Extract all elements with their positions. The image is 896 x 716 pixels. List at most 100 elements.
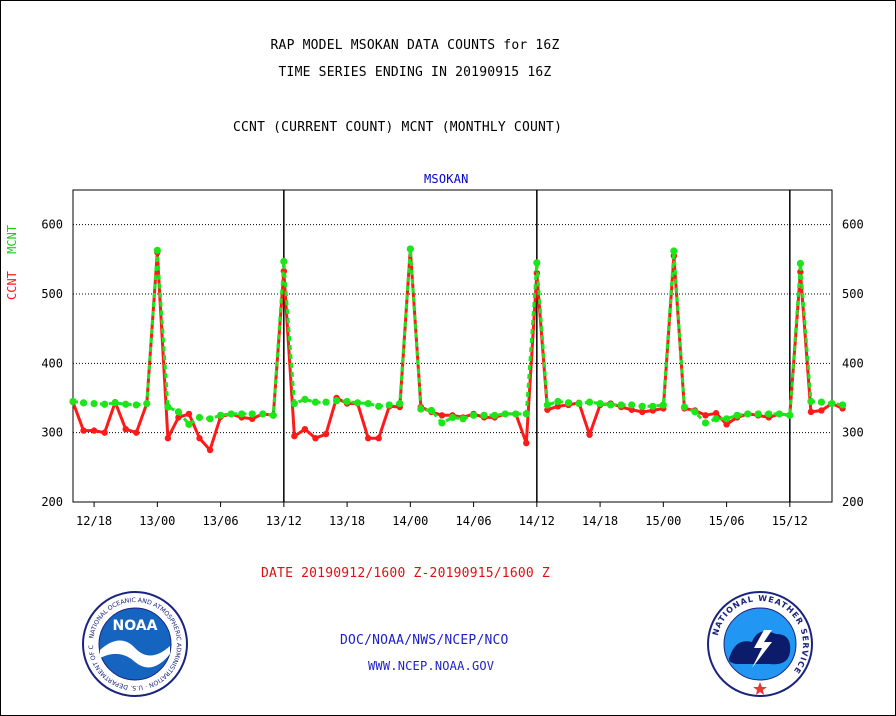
x-tick-label: 12/18 (76, 514, 112, 528)
mcnt-data-point (111, 399, 119, 407)
ccnt-data-point (249, 415, 256, 422)
mcnt-data-point (164, 403, 172, 411)
mcnt-data-point (354, 399, 362, 407)
mcnt-data-point (417, 405, 425, 413)
mcnt-data-point (79, 399, 88, 407)
mcnt-data-point (195, 413, 204, 422)
mcnt-data-point (512, 410, 520, 418)
mcnt-data-point (680, 403, 689, 411)
y-tick-label-right: 500 (842, 287, 864, 301)
y-tick-label-left: 500 (41, 287, 63, 301)
station-label: MSOKAN (424, 172, 469, 186)
ccnt-data-point (312, 435, 319, 442)
ccnt-data-point (364, 435, 372, 442)
mcnt-data-point (459, 415, 467, 423)
mcnt-data-point (406, 245, 414, 253)
ccnt-data-point (586, 431, 593, 438)
y-tick-label-left: 300 (41, 426, 63, 440)
mcnt-data-point (659, 401, 667, 409)
y-tick-label-right: 200 (842, 495, 864, 509)
mcnt-data-point (596, 399, 604, 408)
x-tick-label: 14/12 (519, 514, 555, 528)
y-tick-label-left: 600 (41, 218, 63, 232)
mcnt-data-point (480, 411, 488, 419)
x-tick-label: 15/00 (645, 514, 681, 528)
x-tick-label: 15/06 (709, 514, 745, 528)
mcnt-data-point (817, 398, 826, 406)
nws-logo: NATIONAL WEATHER SERVICE (707, 591, 813, 697)
mcnt-data-point (754, 410, 762, 418)
mcnt-data-point (607, 401, 615, 409)
ccnt-data-point (544, 406, 551, 413)
mcnt-data-point (670, 247, 678, 255)
mcnt-data-point (501, 410, 509, 418)
mcnt-data-point (775, 410, 783, 418)
mcnt-data-point (280, 257, 288, 266)
ccnt-data-point (818, 407, 825, 414)
mcnt-data-point (385, 401, 393, 409)
mcnt-data-point (132, 401, 140, 409)
series-description: CCNT (CURRENT COUNT) MCNT (MONTHLY COUNT… (233, 120, 563, 135)
mcnt-data-point (153, 246, 161, 254)
ccnt-data-point (438, 412, 446, 419)
mcnt-data-point (375, 402, 383, 410)
ccnt-data-point (375, 435, 382, 442)
x-tick-label: 13/00 (139, 514, 175, 528)
x-tick-label: 13/12 (266, 514, 302, 528)
mcnt-data-point (185, 420, 193, 428)
mcnt-data-point (838, 401, 847, 409)
ccnt-data-point (523, 439, 530, 447)
x-tick-label: 14/00 (392, 514, 428, 528)
mcnt-data-point (807, 397, 815, 406)
x-tick-label: 14/06 (456, 514, 492, 528)
x-tick-label: 15/12 (772, 514, 808, 528)
ccnt-data-point (164, 435, 172, 442)
mcnt-data-point (744, 410, 752, 418)
noaa-logo: NOAA NATIONAL OCEANIC AND ATMOSPHERIC AD… (80, 590, 188, 697)
mcnt-data-point (174, 408, 183, 416)
mcnt-data-point (469, 411, 478, 419)
mcnt-data-point (301, 395, 309, 403)
mcnt-data-point (585, 398, 594, 406)
ccnt-data-point (554, 403, 562, 410)
ccnt-data-point (185, 410, 193, 418)
ccnt-data-point (101, 429, 108, 436)
ccnt-data-point (80, 427, 87, 434)
ccnt-data-point (122, 426, 129, 433)
mcnt-data-point (269, 411, 277, 419)
mcnt-data-point (733, 411, 741, 419)
mcnt-data-point (364, 399, 372, 408)
credit-url[interactable]: WWW.NCEP.NOAA.GOV (368, 659, 495, 673)
ccnt-data-point (712, 410, 720, 417)
ccnt-data-point (322, 430, 330, 438)
ccnt-data-point (196, 435, 203, 442)
plot-frame (72, 189, 833, 503)
mcnt-data-point (786, 411, 794, 419)
mcnt-data-point (617, 401, 625, 409)
y-tick-label-left: 200 (41, 495, 63, 509)
mcnt-data-point (701, 419, 710, 427)
mcnt-data-point (122, 400, 130, 408)
ccnt-data-point (702, 412, 709, 419)
mcnt-data-point (828, 399, 836, 408)
mcnt-data-point (533, 259, 541, 267)
mcnt-data-point (796, 259, 804, 268)
mcnt-data-point (101, 400, 109, 408)
mcnt-data-point (259, 410, 267, 418)
mcnt-data-point (206, 415, 214, 423)
mcnt-data-point (322, 398, 330, 406)
mcnt-data-point (543, 401, 551, 409)
mcnt-data-point (712, 415, 720, 423)
x-tick-label: 13/06 (203, 514, 239, 528)
ccnt-data-point (807, 408, 815, 416)
mcnt-data-point (438, 419, 446, 427)
mcnt-data-point (216, 411, 225, 419)
mcnt-data-point (575, 399, 583, 408)
mcnt-data-point (628, 401, 636, 409)
mcnt-data-point (491, 411, 499, 419)
mcnt-data-point (90, 399, 98, 408)
ccnt-data-point (723, 421, 730, 428)
x-tick-label: 14/18 (582, 514, 618, 528)
y-tick-label-left: 400 (41, 356, 63, 370)
mcnt-data-point (765, 410, 773, 418)
